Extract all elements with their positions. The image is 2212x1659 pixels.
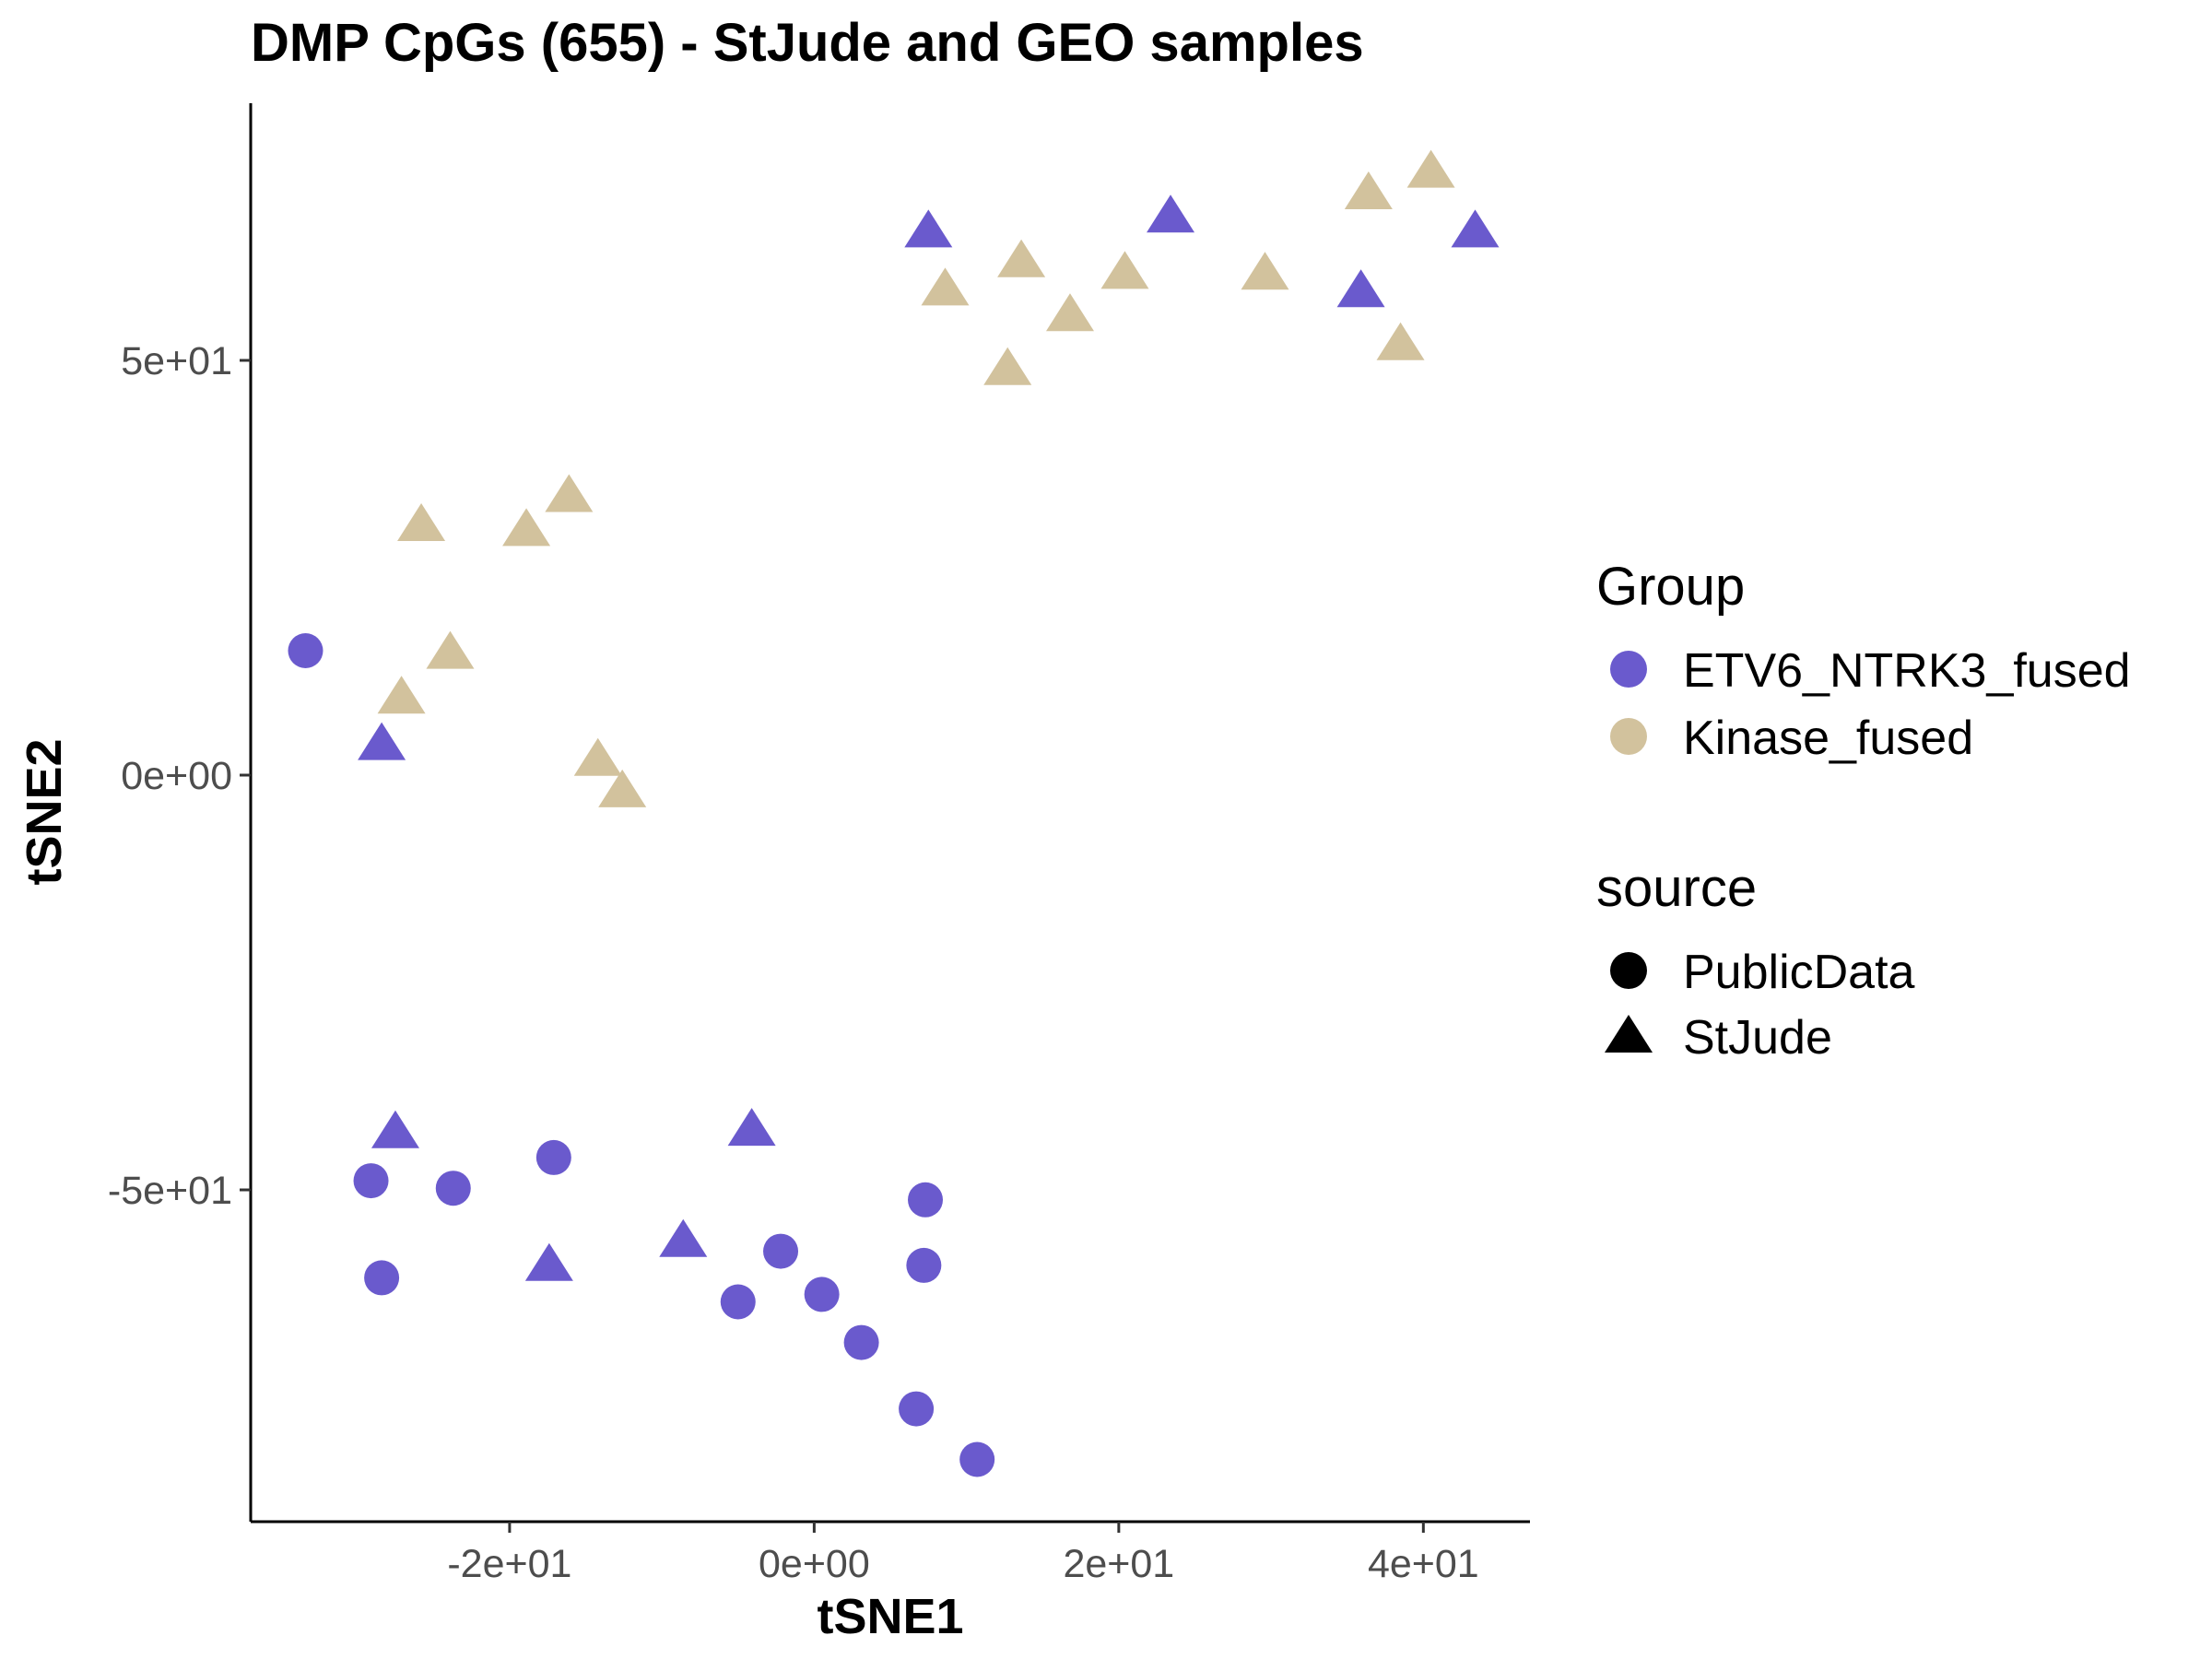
data-point-triangle xyxy=(997,239,1046,277)
data-point-triangle xyxy=(598,769,647,807)
data-point-triangle xyxy=(1336,269,1385,308)
x-axis-ticks: -2e+01 0e+00 2e+01 4e+01 xyxy=(447,1522,1479,1586)
data-point-triangle xyxy=(524,1242,573,1281)
data-point-circle xyxy=(843,1324,879,1360)
data-point-circle xyxy=(435,1171,471,1206)
data-point-triangle xyxy=(1344,171,1393,209)
data-point-triangle xyxy=(545,474,594,512)
data-point-triangle xyxy=(1406,149,1455,188)
data-point-circle xyxy=(720,1284,756,1320)
data-point-triangle xyxy=(426,630,475,669)
data-point-triangle xyxy=(397,503,446,541)
data-point-triangle xyxy=(659,1218,708,1257)
data-point-circle xyxy=(364,1260,400,1296)
x-axis-title: tSNE1 xyxy=(817,1589,963,1644)
legend-source: source PublicData StJude xyxy=(1596,858,1915,1065)
legend-group-marker-etv6 xyxy=(1610,651,1647,688)
data-point-circle xyxy=(899,1391,935,1427)
legend-group: Group ETV6_NTRK3_fused Kinase_fused xyxy=(1596,557,2131,765)
chart-title: DMP CpGs (655) - StJude and GEO samples xyxy=(251,13,1364,73)
legend-group-label-kinase: Kinase_fused xyxy=(1683,712,1973,765)
legend-source-marker-circle xyxy=(1610,952,1647,989)
x-tick-label: 4e+01 xyxy=(1368,1542,1479,1586)
data-point-triangle xyxy=(1451,209,1500,248)
data-point-triangle xyxy=(502,508,551,547)
data-point-triangle xyxy=(358,722,406,760)
y-axis-ticks: -5e+01 0e+00 5e+01 xyxy=(108,339,251,1213)
data-point-triangle xyxy=(1376,322,1425,360)
data-point-circle xyxy=(353,1163,389,1199)
data-points xyxy=(288,149,1500,1477)
data-point-triangle xyxy=(371,1110,419,1148)
data-point-triangle xyxy=(1045,293,1094,332)
data-point-circle xyxy=(906,1247,942,1283)
legend-source-label-stjude: StJude xyxy=(1683,1011,1832,1065)
data-point-triangle xyxy=(904,209,953,248)
data-point-circle xyxy=(763,1233,799,1269)
data-point-circle xyxy=(804,1277,840,1312)
data-point-triangle xyxy=(573,737,622,776)
legend-group-marker-kinase xyxy=(1610,718,1647,755)
y-tick-label: 0e+00 xyxy=(121,754,232,798)
data-point-circle xyxy=(959,1441,995,1477)
data-point-triangle xyxy=(377,676,426,714)
legend-source-title: source xyxy=(1596,858,1757,918)
data-point-circle xyxy=(908,1182,944,1218)
legend-source-label-publicdata: PublicData xyxy=(1683,946,1915,999)
y-tick-label: -5e+01 xyxy=(108,1169,232,1213)
legend-group-label-etv6: ETV6_NTRK3_fused xyxy=(1683,644,2131,698)
legend-source-marker-triangle xyxy=(1605,1015,1653,1053)
data-point-triangle xyxy=(1147,194,1195,233)
data-point-triangle xyxy=(921,267,970,306)
x-tick-label: -2e+01 xyxy=(447,1542,571,1586)
legend-group-title: Group xyxy=(1596,557,1745,617)
x-tick-label: 0e+00 xyxy=(759,1542,870,1586)
data-point-circle xyxy=(535,1139,571,1175)
data-point-triangle xyxy=(1241,252,1289,290)
y-tick-label: 5e+01 xyxy=(121,339,232,383)
x-tick-label: 2e+01 xyxy=(1063,1542,1174,1586)
data-point-triangle xyxy=(1100,251,1149,289)
data-point-triangle xyxy=(727,1108,776,1147)
data-point-triangle xyxy=(983,347,1032,385)
data-point-circle xyxy=(288,633,324,668)
y-axis-title: tSNE2 xyxy=(17,738,72,885)
